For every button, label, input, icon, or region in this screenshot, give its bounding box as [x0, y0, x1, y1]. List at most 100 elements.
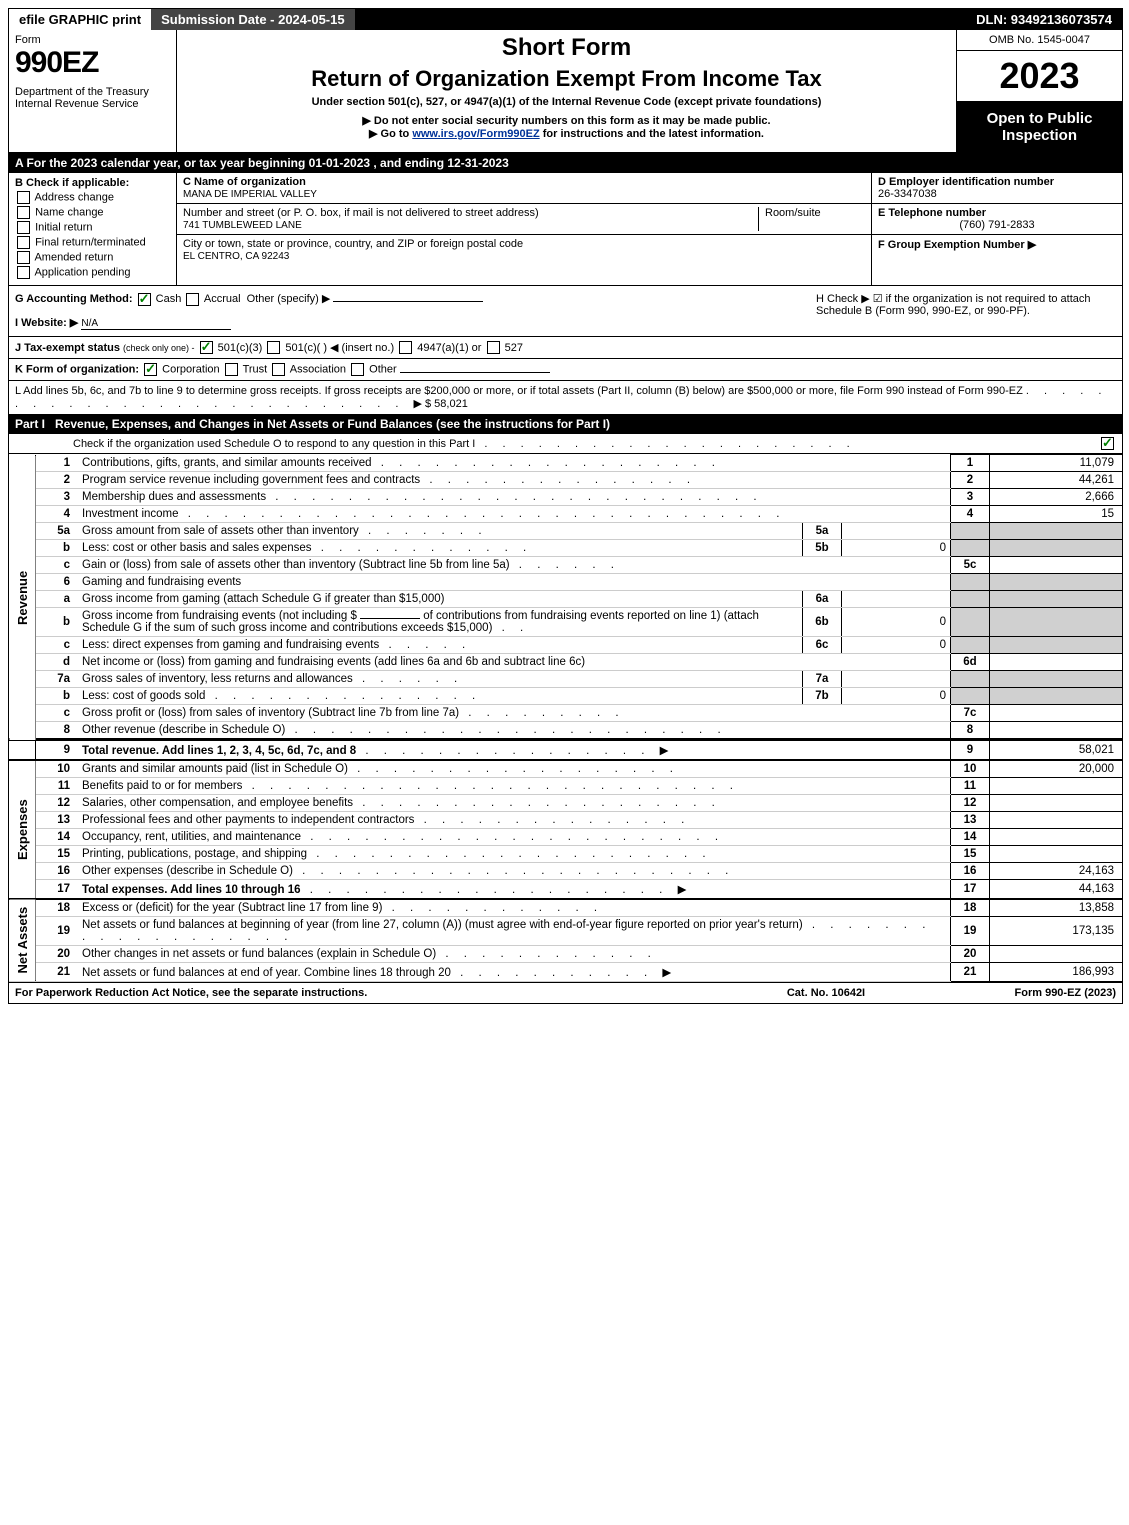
chk-501c3[interactable]: [200, 341, 213, 354]
chk-cash[interactable]: [138, 293, 151, 306]
section-c: C Name of organization MANA DE IMPERIAL …: [177, 173, 871, 285]
chk-schedule-o[interactable]: [1101, 437, 1114, 450]
line-6c-value: 0: [842, 637, 951, 654]
line-17-value: 44,163: [990, 880, 1123, 900]
form-990ez: efile GRAPHIC print Submission Date - 20…: [8, 8, 1123, 1004]
open-public: Open to Public Inspection: [957, 102, 1122, 152]
form-word: Form: [15, 34, 170, 46]
website-field[interactable]: N/A: [81, 318, 231, 330]
subtitle-1: Under section 501(c), 527, or 4947(a)(1)…: [183, 96, 950, 108]
form-header: Form 990EZ Department of the Treasury In…: [9, 30, 1122, 153]
chk-initial-return[interactable]: Initial return: [15, 221, 170, 234]
chk-accrual[interactable]: [186, 293, 199, 306]
line-3-value: 2,666: [990, 489, 1123, 506]
chk-trust[interactable]: [225, 363, 238, 376]
efile-label[interactable]: efile GRAPHIC print: [9, 9, 151, 30]
section-def: D Employer identification number 26-3347…: [871, 173, 1122, 285]
submission-date: Submission Date - 2024-05-15: [151, 9, 355, 30]
section-h: H Check ▶ ☑ if the organization is not r…: [816, 292, 1116, 330]
j-label: J Tax-exempt status: [15, 342, 120, 354]
section-b: B Check if applicable: Address change Na…: [9, 173, 177, 285]
chk-4947[interactable]: [399, 341, 412, 354]
header-center: Short Form Return of Organization Exempt…: [177, 30, 956, 152]
line-10-value: 20,000: [990, 760, 1123, 778]
form-number: 990EZ: [15, 46, 170, 80]
section-gh: G Accounting Method: Cash Accrual Other …: [9, 286, 1122, 337]
line-7b-value: 0: [842, 688, 951, 705]
line-18-value: 13,858: [990, 899, 1123, 917]
d-ein-label: D Employer identification number: [878, 176, 1054, 188]
chk-527[interactable]: [487, 341, 500, 354]
header-right: OMB No. 1545-0047 2023 Open to Public In…: [956, 30, 1122, 152]
line-13-value: [990, 812, 1123, 829]
tax-year: 2023: [957, 51, 1122, 102]
k-label: K Form of organization:: [15, 364, 139, 376]
short-form-title: Short Form: [183, 34, 950, 62]
section-k: K Form of organization: Corporation Trus…: [9, 359, 1122, 381]
i-label: I Website: ▶: [15, 317, 78, 329]
part-1-header: Part I Revenue, Expenses, and Changes in…: [9, 414, 1122, 434]
line-5b-value: 0: [842, 540, 951, 557]
line-20-value: [990, 946, 1123, 963]
line-7c-value: [990, 705, 1123, 722]
part-1-title: Revenue, Expenses, and Changes in Net As…: [55, 417, 610, 431]
section-g: G Accounting Method: Cash Accrual Other …: [15, 292, 816, 330]
chk-final-return[interactable]: Final return/terminated: [15, 236, 170, 249]
org-street: 741 TUMBLEWEED LANE: [183, 220, 302, 231]
line-15-value: [990, 846, 1123, 863]
top-bar: efile GRAPHIC print Submission Date - 20…: [9, 9, 1122, 30]
irs-link[interactable]: www.irs.gov/Form990EZ: [412, 128, 539, 140]
schedule-o-text: Check if the organization used Schedule …: [73, 438, 1099, 450]
side-expenses: Expenses: [9, 760, 36, 899]
section-l: L Add lines 5b, 6c, and 7b to line 9 to …: [9, 381, 1122, 414]
chk-name-change[interactable]: Name change: [15, 206, 170, 219]
line-16-value: 24,163: [990, 863, 1123, 880]
sub3-prefix: ▶ Go to: [369, 128, 412, 140]
phone-value: (760) 791-2833: [878, 219, 1116, 231]
line-7a-value: [842, 671, 951, 688]
chk-corporation[interactable]: [144, 363, 157, 376]
line-12-value: [990, 795, 1123, 812]
line-2-value: 44,261: [990, 472, 1123, 489]
chk-other-org[interactable]: [351, 363, 364, 376]
sub3-suffix: for instructions and the latest informat…: [540, 128, 764, 140]
chk-association[interactable]: [272, 363, 285, 376]
line-9-value: 58,021: [990, 740, 1123, 761]
footer-form-ref: Form 990-EZ (2023): [916, 987, 1116, 999]
department: Department of the Treasury Internal Reve…: [15, 86, 170, 110]
e-phone-label: E Telephone number: [878, 207, 986, 219]
chk-501c[interactable]: [267, 341, 280, 354]
f-group-label: F Group Exemption Number ▶: [878, 239, 1036, 251]
l-text: L Add lines 5b, 6c, and 7b to line 9 to …: [15, 385, 1023, 397]
line-8-value: [990, 722, 1123, 740]
other-specify-field[interactable]: [333, 301, 483, 302]
section-bcd: B Check if applicable: Address change Na…: [9, 173, 1122, 286]
spacer: [355, 17, 967, 23]
line-6b-contrib-field[interactable]: [360, 618, 420, 619]
chk-amended-return[interactable]: Amended return: [15, 251, 170, 264]
omb-number: OMB No. 1545-0047: [957, 30, 1122, 51]
line-5c-value: [990, 557, 1123, 574]
c-room-label: Room/suite: [765, 207, 821, 219]
line-1-value: 11,079: [990, 455, 1123, 472]
chk-address-change[interactable]: Address change: [15, 191, 170, 204]
line-19-value: 173,135: [990, 917, 1123, 946]
side-revenue: Revenue: [9, 455, 36, 740]
h-text: H Check ▶ ☑ if the organization is not r…: [816, 293, 1091, 317]
footer-left: For Paperwork Reduction Act Notice, see …: [15, 987, 736, 999]
chk-application-pending[interactable]: Application pending: [15, 266, 170, 279]
line-14-value: [990, 829, 1123, 846]
footer-cat-no: Cat. No. 10642I: [736, 987, 916, 999]
line-a: A For the 2023 calendar year, or tax yea…: [9, 153, 1122, 173]
form-footer: For Paperwork Reduction Act Notice, see …: [9, 982, 1122, 1003]
other-org-field[interactable]: [400, 372, 550, 373]
main-title: Return of Organization Exempt From Incom…: [183, 66, 950, 92]
line-5a-value: [842, 523, 951, 540]
schedule-o-row: Check if the organization used Schedule …: [9, 434, 1122, 454]
header-left: Form 990EZ Department of the Treasury In…: [9, 30, 177, 152]
line-6b-value: 0: [842, 608, 951, 637]
line-11-value: [990, 778, 1123, 795]
side-netassets: Net Assets: [9, 899, 36, 982]
org-name: MANA DE IMPERIAL VALLEY: [183, 189, 317, 200]
org-city: EL CENTRO, CA 92243: [183, 251, 289, 262]
